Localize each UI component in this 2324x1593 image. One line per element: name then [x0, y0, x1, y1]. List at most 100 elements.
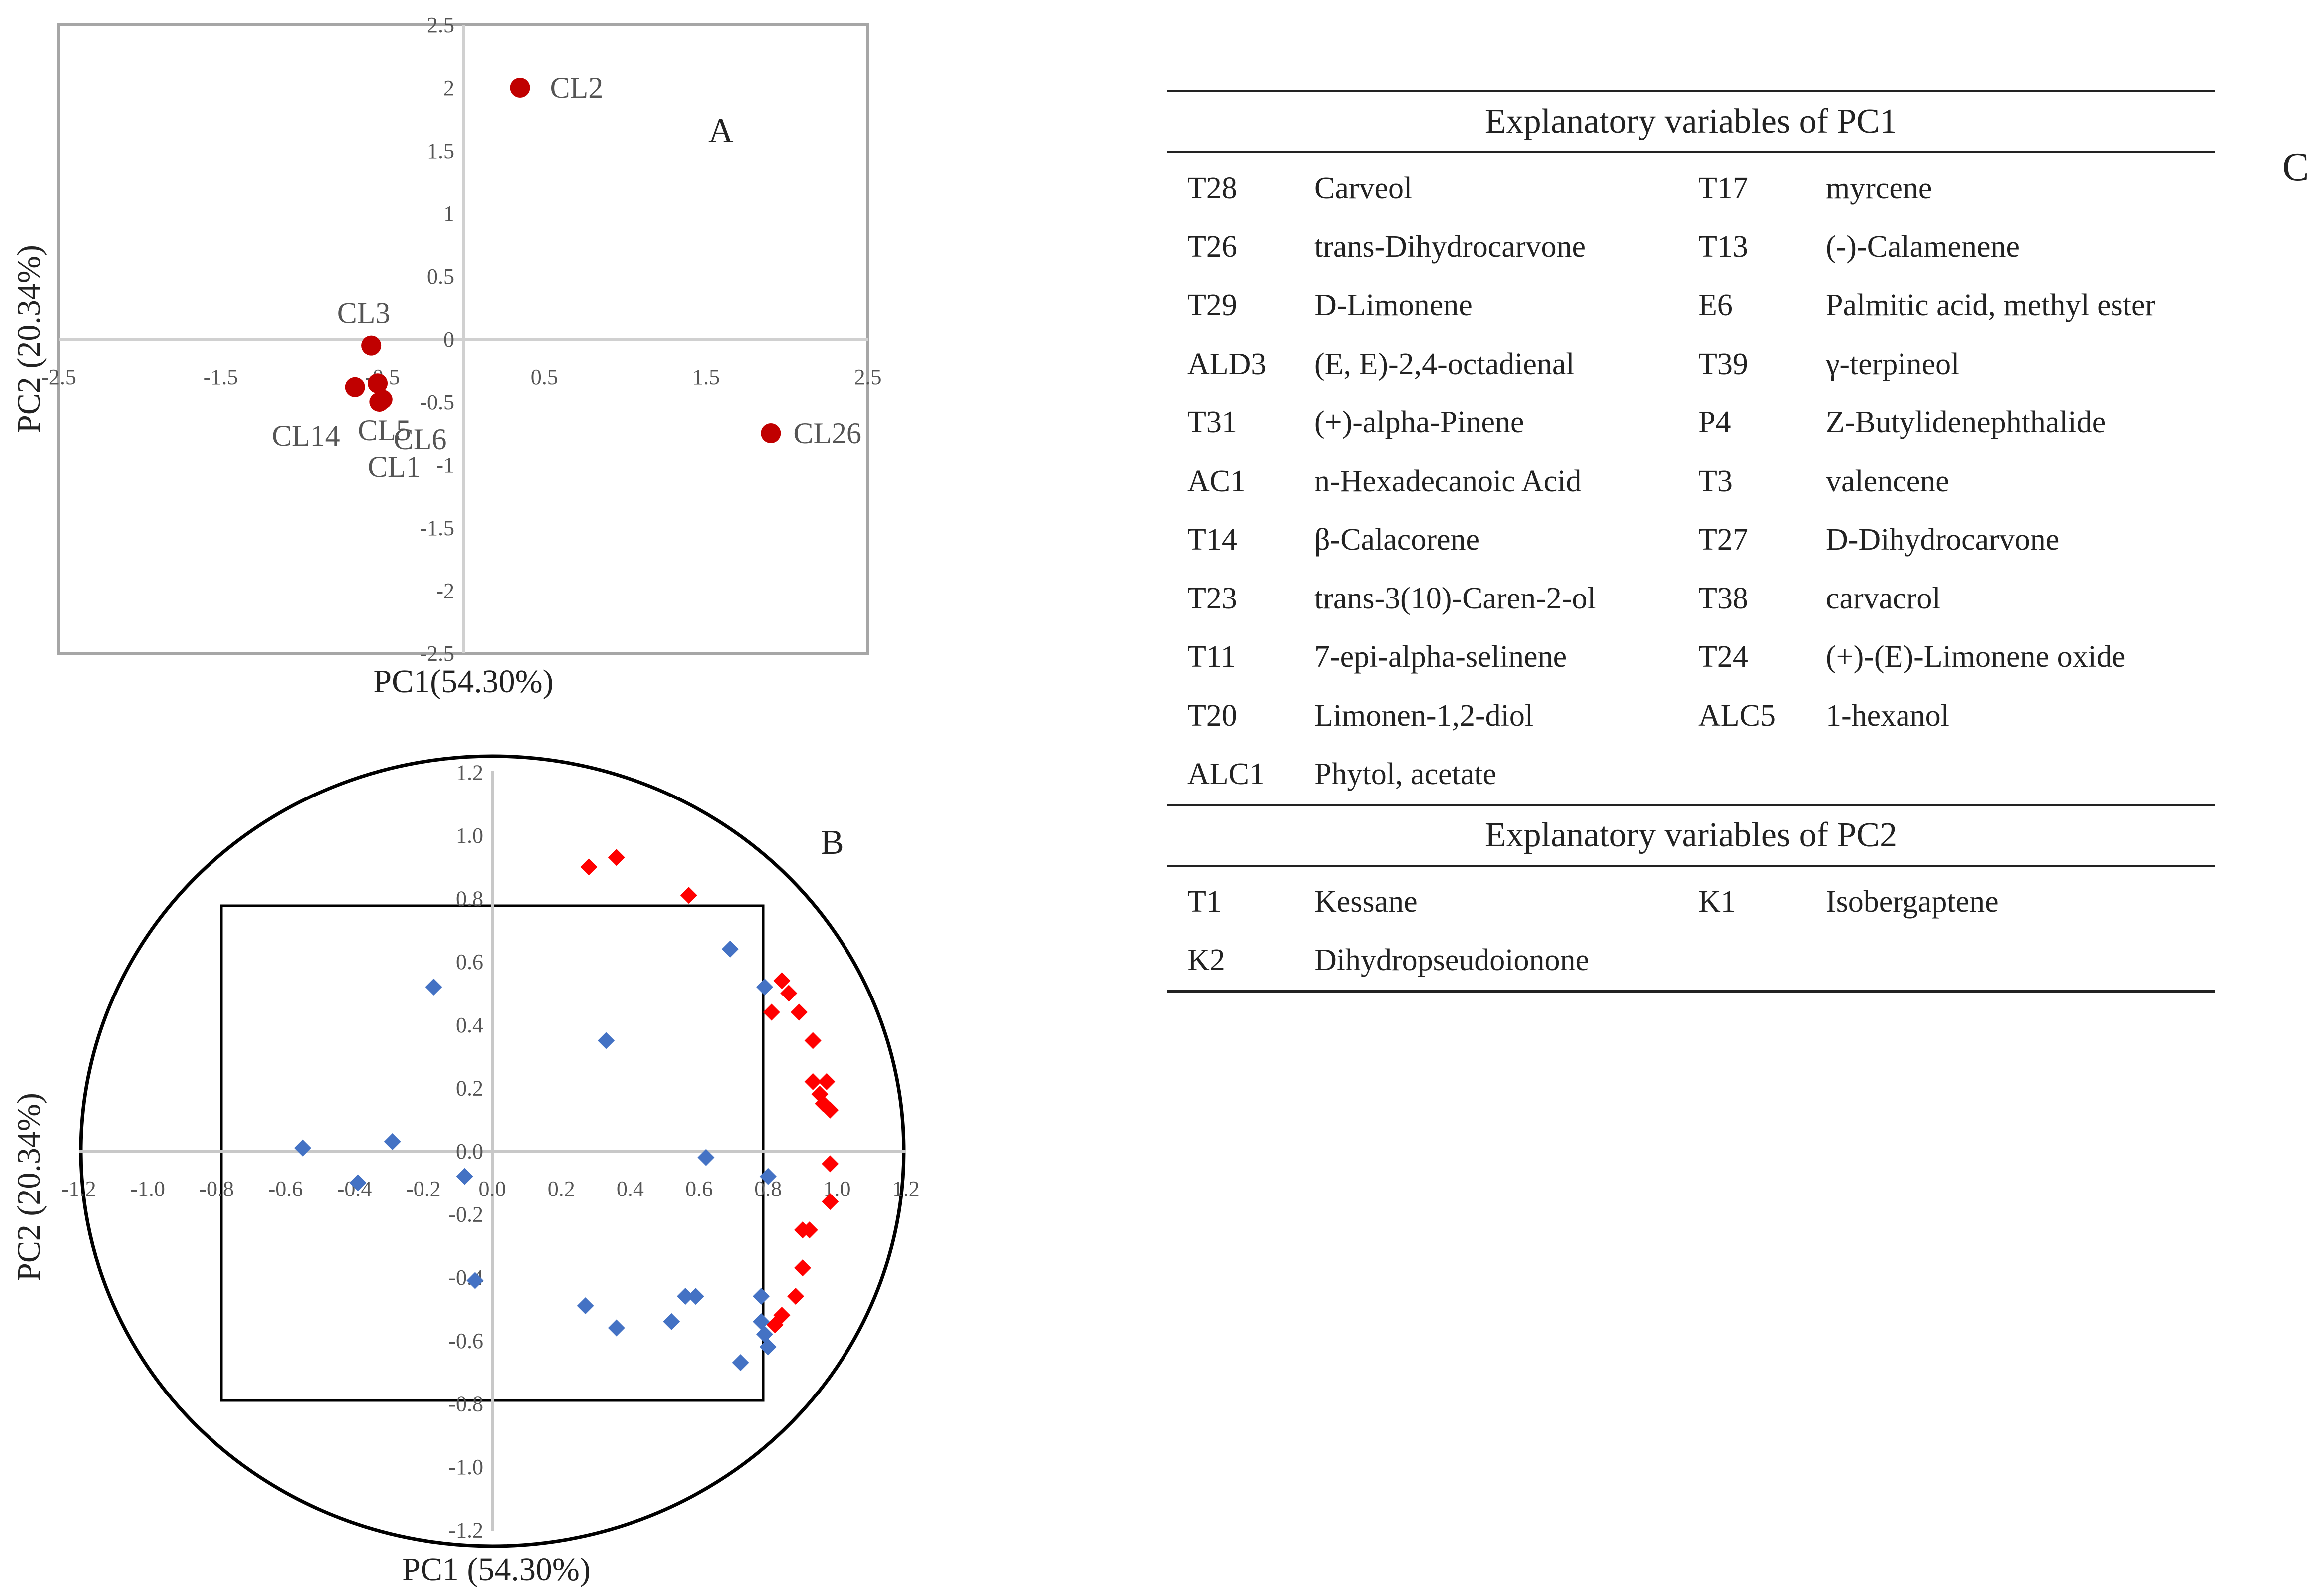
pc1-compound-cell: (+)-(E)-Limonene oxide — [1826, 640, 2126, 674]
pc1-code-cell: T3 — [1698, 464, 1733, 498]
pc2-code-cell: K2 — [1187, 943, 1225, 977]
panel-label-a: A — [708, 112, 734, 150]
chart-b-point-other — [721, 940, 739, 958]
pc1-compound-cell: (-)-Calamenene — [1826, 229, 2020, 264]
pc1-compound-cell: Phytol, acetate — [1314, 757, 1496, 791]
chart-b-point-other — [425, 978, 442, 996]
chart-b-x-tick: -0.6 — [268, 1177, 303, 1201]
chart-b-y-tick: 0.8 — [456, 887, 483, 911]
chart-b-point-other — [759, 1168, 777, 1185]
chart-b-x-label: PC1 (54.30%) — [402, 1551, 591, 1588]
pc2-row: K2 Dihydropseudoionone — [1167, 931, 2215, 990]
pc1-row: AC1 n-Hexadecanoic Acid T3 valencene — [1167, 452, 2215, 511]
pc1-code-cell: AC1 — [1187, 464, 1246, 498]
chart-b-point-explanatory — [804, 1032, 822, 1049]
pc1-code-cell: T28 — [1187, 171, 1237, 205]
pc1-row: T28 Carveol T17 myrcene — [1167, 159, 2215, 218]
chart-b-y-tick: -0.8 — [448, 1392, 483, 1416]
pc1-row: T20 Limonen-1,2-diol ALC5 1-hexanol — [1167, 687, 2215, 746]
chart-b-point-explanatory — [801, 1221, 818, 1239]
chart-a-point — [361, 335, 382, 356]
chart-a: -2.5-1.5-0.50.51.52.5 2.521.510.50-0.5-1… — [11, 13, 882, 700]
chart-b-point-explanatory — [822, 1193, 839, 1210]
chart-b-point-explanatory — [794, 1259, 811, 1277]
chart-a-y-tick: -1 — [436, 453, 454, 477]
pc1-code-cell: ALC1 — [1187, 757, 1265, 791]
chart-b-point-explanatory — [804, 1073, 822, 1090]
chart-b-point-other — [676, 1288, 694, 1305]
pc2-table-title: Explanatory variables of PC2 — [1484, 815, 1898, 854]
pc1-code-cell — [1698, 745, 1826, 804]
pc1-code-cell: P4 — [1698, 405, 1731, 439]
pc1-header-rule — [1167, 151, 2215, 153]
pc1-row: T29 D-Limonene E6 Palmitic acid, methyl est… — [1167, 276, 2215, 335]
chart-b-x-tick: 1.2 — [892, 1177, 920, 1201]
pc1-compound-cell: (E, E)-2,4-octadienal — [1314, 347, 1575, 381]
pc1-compound-cell: trans-Dihydrocarvone — [1314, 229, 1586, 264]
chart-a-y-tick: 1.5 — [427, 139, 454, 163]
pc1-compound-cell: valencene — [1826, 464, 1949, 498]
pc1-compound-cell: 7-epi-alpha-selinene — [1314, 640, 1567, 674]
chart-a-y-tick: -2 — [436, 579, 454, 603]
chart-b-x-tick: 0.0 — [479, 1177, 506, 1201]
chart-a-x-tick: 2.5 — [854, 365, 882, 389]
chart-b-point-other — [456, 1168, 473, 1185]
chart-a-point — [510, 78, 530, 98]
pc1-code-cell: T14 — [1187, 523, 1237, 557]
pc1-code-cell: T13 — [1698, 229, 1748, 264]
chart-a-point-label: CL26 — [793, 417, 861, 450]
chart-b-point-other — [732, 1354, 749, 1372]
chart-a-y-label: PC2 (20.34%) — [11, 245, 47, 433]
pc1-compound-cell: Carveol — [1314, 171, 1413, 205]
pc1-code-cell: T27 — [1698, 523, 1748, 557]
chart-b-point-other — [349, 1174, 367, 1192]
chart-b-x-tick: 0.4 — [617, 1177, 644, 1201]
chart-a-x-tick: 1.5 — [692, 365, 720, 389]
chart-b-x-tick: 0.6 — [685, 1177, 713, 1201]
pc1-code-cell: T17 — [1698, 171, 1748, 205]
chart-a-point-label: CL3 — [337, 297, 391, 330]
chart-b-point-explanatory — [787, 1288, 805, 1305]
chart-b: -1.2 -1.0 -0.8 -0.6 -0.4 -0.2 0.0 0.2 0.4 0.6 0.8 1… — [11, 754, 920, 1588]
chart-b-y-tick: -0.2 — [448, 1202, 483, 1227]
pc1-compound-cell: carvacrol — [1826, 581, 1941, 615]
pc1-compound-cell: Limonen-1,2-diol — [1314, 698, 1534, 733]
pc2-table-body: T1 Kessane K1 Isobergaptene K2 Dihydropseudoi… — [1167, 873, 2215, 990]
chart-b-y-label: PC2 (20.34%) — [11, 1093, 47, 1281]
pc2-header-rule — [1167, 864, 2215, 867]
chart-b-y-tick: -1.0 — [448, 1455, 483, 1479]
chart-b-point-other — [756, 978, 773, 996]
chart-a-y-tick: 1 — [443, 201, 454, 226]
chart-a-point-label: CL14 — [272, 419, 340, 452]
chart-b-point-explanatory — [608, 849, 625, 866]
pc2-compound-cell: Dihydropseudoionone — [1314, 943, 1590, 977]
chart-a-y-tick: 2 — [443, 76, 454, 100]
pc1-code-cell: T38 — [1698, 581, 1748, 615]
chart-b-point-other — [756, 1326, 773, 1343]
chart-b-y-tick: 0.2 — [456, 1076, 483, 1100]
chart-a-x-tick: 0.5 — [531, 365, 558, 389]
chart-a-point — [345, 377, 365, 397]
pc1-row: T26 trans-Dihydrocarvone T13 (-)-Calamenene — [1167, 218, 2215, 277]
chart-a-point-label: CL6 — [394, 423, 447, 456]
chart-b-y-tick: 0.4 — [456, 1013, 483, 1037]
chart-a-point — [368, 373, 388, 394]
pc1-table-body: T28 Carveol T17 myrcene T26 trans-Dihydrocarv… — [1167, 159, 2215, 804]
chart-a-point-label: CL5 — [358, 414, 411, 447]
chart-a-y-tick: 0.5 — [427, 264, 454, 289]
chart-a-y-tick: 2.5 — [427, 13, 454, 37]
chart-b-y-tick: -1.2 — [448, 1518, 483, 1543]
pc2-code-cell — [1698, 931, 1826, 990]
chart-b-point-other — [752, 1288, 770, 1305]
table-top-rule — [1167, 90, 2215, 92]
chart-b-point-other — [466, 1272, 484, 1289]
pc1-row: T23 trans-3(10)-Caren-2-ol T38 carvacrol — [1167, 570, 2215, 628]
chart-b-y-tick: 0.0 — [456, 1139, 483, 1164]
chart-b-point-other — [294, 1139, 311, 1157]
chart-b-point-other — [759, 1338, 777, 1356]
pc1-table-title: Explanatory variables of PC1 — [1484, 102, 1898, 141]
pc1-compound-cell: D-Dihydrocarvone — [1826, 523, 2060, 557]
chart-b-point-explanatory — [780, 985, 798, 1002]
chart-b-point-explanatory — [790, 1003, 808, 1021]
